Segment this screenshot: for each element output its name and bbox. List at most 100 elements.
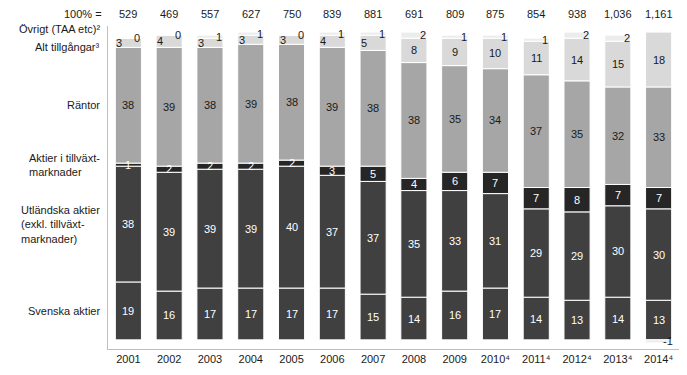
svg-text:2003: 2003 [198, 353, 222, 365]
svg-text:39: 39 [163, 101, 175, 113]
svg-text:35: 35 [571, 128, 583, 140]
svg-text:33: 33 [449, 235, 461, 247]
svg-text:13: 13 [571, 314, 583, 326]
svg-text:1: 1 [501, 31, 507, 43]
svg-text:39: 39 [245, 98, 257, 110]
svg-text:37: 37 [367, 232, 379, 244]
svg-text:Övrigt (TAA etc)²: Övrigt (TAA etc)² [19, 23, 100, 35]
svg-text:0: 0 [134, 32, 140, 44]
svg-text:0: 0 [175, 29, 181, 41]
svg-text:1: 1 [461, 31, 467, 43]
svg-text:2004: 2004 [239, 353, 263, 365]
svg-text:11: 11 [531, 52, 542, 64]
svg-text:38: 38 [408, 114, 420, 126]
svg-text:16: 16 [449, 309, 461, 321]
svg-text:1: 1 [338, 28, 344, 40]
svg-text:39: 39 [326, 101, 338, 113]
svg-text:1: 1 [379, 28, 385, 40]
svg-text:2: 2 [207, 160, 213, 172]
svg-text:0: 0 [298, 29, 304, 41]
svg-text:14: 14 [408, 313, 420, 325]
svg-text:39: 39 [204, 223, 216, 235]
svg-text:38: 38 [286, 96, 298, 108]
svg-text:7: 7 [492, 177, 498, 189]
svg-text:15: 15 [612, 58, 624, 70]
svg-text:39: 39 [245, 223, 257, 235]
svg-text:3: 3 [116, 37, 122, 49]
svg-text:2: 2 [289, 157, 295, 169]
svg-text:1: 1 [542, 34, 548, 46]
svg-text:7: 7 [656, 192, 662, 204]
svg-text:529: 529 [119, 8, 137, 20]
svg-text:2: 2 [166, 163, 172, 175]
svg-text:557: 557 [201, 8, 219, 20]
svg-text:40: 40 [286, 221, 298, 233]
svg-text:17: 17 [245, 308, 257, 320]
svg-text:17: 17 [286, 308, 298, 320]
svg-text:8: 8 [574, 194, 580, 206]
svg-text:34: 34 [489, 114, 501, 126]
svg-text:1,161: 1,161 [645, 8, 673, 20]
svg-text:2: 2 [583, 29, 589, 41]
svg-text:7: 7 [533, 192, 539, 204]
svg-text:17: 17 [489, 308, 501, 320]
svg-text:38: 38 [367, 102, 379, 114]
svg-text:469: 469 [160, 8, 178, 20]
svg-text:15: 15 [367, 311, 379, 323]
svg-text:2010⁴: 2010⁴ [481, 353, 510, 365]
svg-text:2014⁴: 2014⁴ [644, 353, 673, 365]
svg-text:2013⁴: 2013⁴ [603, 353, 632, 365]
svg-text:100% =: 100% = [64, 8, 102, 20]
svg-text:10: 10 [489, 47, 501, 59]
svg-text:5: 5 [370, 168, 376, 180]
svg-text:7: 7 [615, 189, 621, 201]
svg-text:2006: 2006 [320, 353, 344, 365]
svg-text:29: 29 [530, 247, 542, 259]
svg-text:17: 17 [326, 308, 338, 320]
svg-text:3: 3 [329, 165, 335, 177]
svg-text:2007: 2007 [361, 353, 385, 365]
svg-text:4: 4 [157, 35, 163, 47]
svg-text:9: 9 [452, 46, 458, 58]
svg-text:-1: -1 [663, 335, 673, 347]
svg-text:854: 854 [527, 8, 545, 20]
svg-text:35: 35 [408, 238, 420, 250]
svg-text:2005: 2005 [279, 353, 303, 365]
svg-text:3: 3 [280, 34, 286, 46]
svg-text:38: 38 [204, 99, 216, 111]
svg-text:38: 38 [122, 99, 134, 111]
svg-text:35: 35 [449, 113, 461, 125]
svg-text:Svenska aktier: Svenska aktier [28, 305, 100, 317]
svg-text:1,036: 1,036 [604, 8, 632, 20]
svg-text:33: 33 [653, 131, 665, 143]
svg-text:38: 38 [122, 218, 134, 230]
svg-text:1: 1 [125, 159, 131, 171]
svg-text:30: 30 [612, 245, 624, 257]
svg-text:8: 8 [411, 44, 417, 56]
svg-text:Aktier i tillväxt-marknader: Aktier i tillväxt-marknader [29, 152, 100, 178]
svg-text:18: 18 [653, 54, 665, 66]
svg-text:2001: 2001 [116, 353, 140, 365]
svg-text:14: 14 [571, 54, 583, 66]
svg-text:627: 627 [242, 8, 260, 20]
svg-text:938: 938 [568, 8, 586, 20]
svg-text:31: 31 [489, 235, 501, 247]
svg-text:839: 839 [323, 8, 341, 20]
svg-text:2: 2 [248, 160, 254, 172]
svg-text:29: 29 [571, 250, 583, 262]
svg-text:32: 32 [612, 130, 624, 142]
svg-text:Utländska aktier(exkl. tillväx: Utländska aktier(exkl. tillväxt-marknade… [21, 204, 100, 245]
svg-text:Räntor: Räntor [67, 99, 100, 111]
svg-text:39: 39 [163, 226, 175, 238]
svg-text:2011⁴: 2011⁴ [522, 353, 551, 365]
svg-text:875: 875 [486, 8, 504, 20]
svg-text:16: 16 [163, 309, 175, 321]
svg-text:30: 30 [653, 249, 665, 261]
svg-text:5: 5 [361, 37, 367, 49]
svg-text:17: 17 [204, 308, 216, 320]
svg-text:19: 19 [122, 305, 134, 317]
svg-text:2: 2 [624, 32, 630, 44]
svg-text:2: 2 [420, 29, 426, 41]
svg-text:2008: 2008 [402, 353, 426, 365]
svg-text:14: 14 [612, 313, 624, 325]
